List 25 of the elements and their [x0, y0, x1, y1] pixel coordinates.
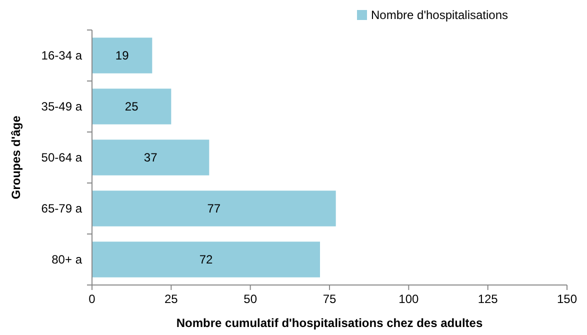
x-tick-label: 125	[478, 292, 498, 306]
data-label: 37	[144, 150, 158, 164]
y-tick-label: 50-64 a	[41, 150, 82, 164]
data-label: 77	[207, 202, 221, 216]
x-tick-label: 50	[244, 292, 258, 306]
bar	[92, 140, 210, 176]
bar	[92, 242, 320, 278]
data-label: 19	[115, 48, 130, 62]
data-label: 25	[124, 100, 139, 114]
bar	[92, 88, 172, 124]
y-axis-title: Groupes d'âge	[9, 115, 23, 200]
bar	[92, 190, 336, 226]
x-tick-label: 150	[556, 292, 578, 306]
x-tick-label: 100	[398, 292, 419, 306]
y-tick-label: 65-79 a	[41, 202, 82, 216]
bar	[92, 38, 152, 74]
legend-label: Nombre d'hospitalisations	[371, 8, 508, 22]
x-tick-label: 25	[164, 292, 178, 306]
x-tick-label: 0	[88, 292, 96, 306]
y-tick-label: 16-34 a	[41, 48, 82, 62]
data-label: 72	[199, 252, 213, 266]
y-tick-label: 80+ a	[52, 252, 82, 266]
y-tick-label: 35-49 a	[41, 100, 82, 114]
x-axis-title: Nombre cumulatif d'hospitalisations chez des adultes	[176, 316, 483, 330]
x-tick-label: 75	[322, 292, 336, 306]
